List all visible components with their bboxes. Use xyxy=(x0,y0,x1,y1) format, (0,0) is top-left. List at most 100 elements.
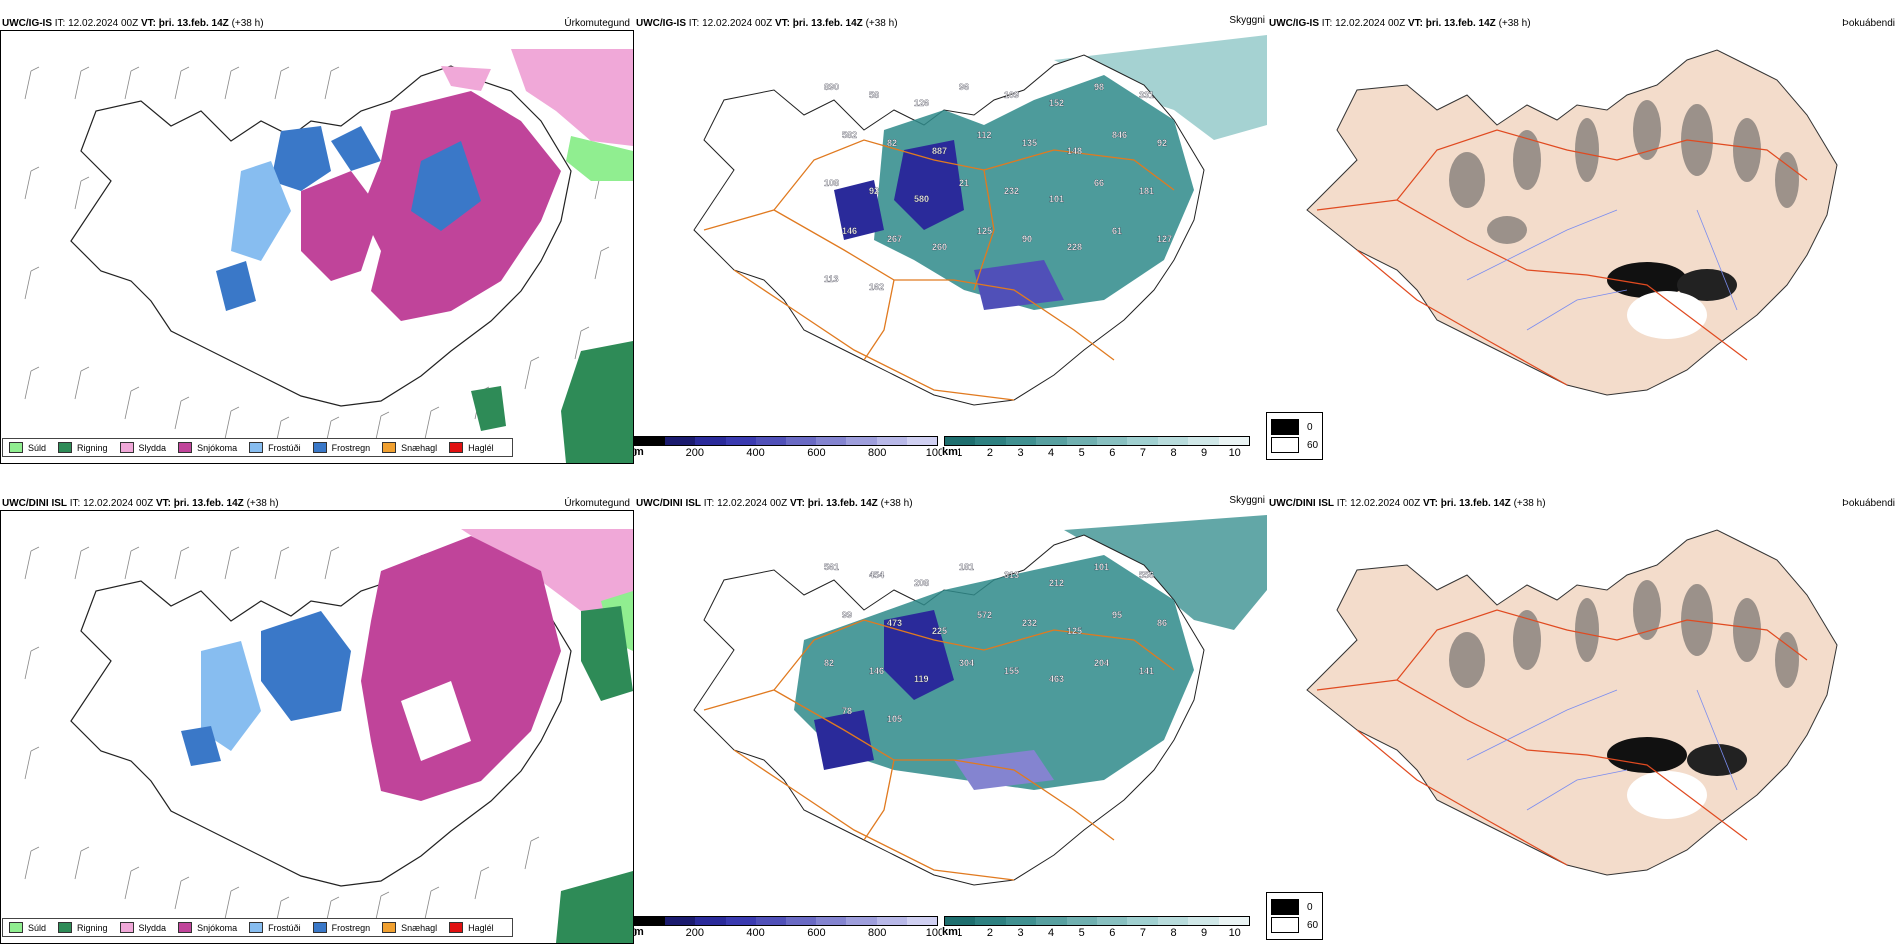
river-lines xyxy=(1466,689,1738,811)
colorbar-cell xyxy=(816,437,847,445)
colorbar-tick-label: 400 xyxy=(746,447,765,459)
colorbar-tick-label: 2 xyxy=(986,927,993,939)
visibility-area xyxy=(1064,515,1267,630)
panel-title: Þokuábendi xyxy=(1842,18,1895,29)
legend-item: Súld xyxy=(9,922,46,933)
ceiling-value-label: 572 xyxy=(977,610,992,620)
precip-map xyxy=(0,510,634,944)
colorbar-tick-label: 200 xyxy=(685,447,704,459)
colorbar-cell xyxy=(975,917,1006,925)
fog-panel-bottom: UWC/DINI ISL IT: 12.02.2024 00Z VT: þri.… xyxy=(1267,494,1900,944)
panel-title: Úrkomutegund xyxy=(564,18,630,29)
colorbar-cell xyxy=(1218,437,1250,445)
fog-shading xyxy=(1449,100,1799,244)
ceiling-value-label: 454 xyxy=(869,570,884,580)
colorbar-cells xyxy=(944,916,1250,926)
ceiling-value-label: 887 xyxy=(932,146,947,156)
visibility-colorbar: 1 2 3 4 5 6 7 8 9 10 xyxy=(944,916,1250,940)
colorbar-ticks: 02004006008001000 xyxy=(634,446,950,460)
ceiling-colorbar: 02004006008001000 xyxy=(634,916,950,940)
panel-header: UWC/IG-IS IT: 12.02.2024 00Z VT: þri. 13… xyxy=(1269,18,1531,29)
ceiling-value-label: 98 xyxy=(1094,82,1104,92)
colorbar-tick-label: 9 xyxy=(1201,927,1208,939)
colorbar-ticks: 02004006008001000 xyxy=(634,926,950,940)
colorbar-tick-label: 6 xyxy=(1109,447,1116,459)
rain-area xyxy=(561,341,633,463)
ceiling-value-label: 260 xyxy=(932,242,947,252)
ceiling-value-label: 112 xyxy=(977,130,992,140)
legend-item: Rigning xyxy=(58,442,108,453)
colorbar-cell xyxy=(665,917,696,925)
ceiling-value-label: 101 xyxy=(1094,562,1109,572)
ceiling-value-label: 155 xyxy=(1004,666,1019,676)
ceiling-value-label: 228 xyxy=(1067,242,1082,252)
panel-title: Skyggni xyxy=(1229,15,1265,26)
colorbar-cell xyxy=(1097,917,1128,925)
sleet-area xyxy=(461,529,633,621)
ceiling-value-label: 119 xyxy=(914,674,929,684)
colorbar-cell xyxy=(755,437,787,445)
ceiling-value-label: 82 xyxy=(887,138,897,148)
ceiling-value-label: 846 xyxy=(1112,130,1127,140)
colorbar-cell xyxy=(1097,437,1128,445)
colorbar-tick-label: 6 xyxy=(1109,927,1116,939)
ceiling-value-label: 96 xyxy=(959,82,969,92)
ceiling-value-labels: 890 58 126 96 109 152 98 331 582 82 887 112 135 148 84… xyxy=(824,82,1172,292)
ceiling-value-label: 126 xyxy=(914,98,929,108)
fog-map xyxy=(1267,30,1900,450)
legend-swatch xyxy=(382,442,397,453)
legend-item: Frostúði xyxy=(249,442,301,453)
ceiling-value-label: 331 xyxy=(1139,90,1154,100)
colorbar-cell xyxy=(876,437,907,445)
colorbar-cell xyxy=(1127,437,1158,445)
colorbar-cell xyxy=(1188,437,1219,445)
legend-item: Snjókoma xyxy=(178,442,237,453)
legend-item: Snæhagl xyxy=(382,442,437,453)
colorbar-tick-label: 400 xyxy=(746,927,765,939)
road-lines xyxy=(1316,129,1808,386)
ceiling-value-label: 232 xyxy=(1022,618,1037,628)
ceiling-value-label: 561 xyxy=(824,562,839,572)
colorbar-cell xyxy=(906,437,938,445)
colorbar-cell xyxy=(695,437,726,445)
colorbar-tick-label: 9 xyxy=(1201,447,1208,459)
colorbar-cell xyxy=(846,437,877,445)
ceiling-value-label: 127 xyxy=(1157,234,1172,244)
colorbar-cell xyxy=(725,437,756,445)
legend-item: Súld xyxy=(9,442,46,453)
legend-swatch xyxy=(249,922,264,933)
fog-shading xyxy=(1449,580,1799,688)
colorbar-tick-label: 600 xyxy=(807,927,826,939)
panel-title: Þokuábendi xyxy=(1842,498,1895,509)
ceiling-value-label: 109 xyxy=(1004,90,1019,100)
panel-header: UWC/IG-IS IT: 12.02.2024 00Z VT: þri. 13… xyxy=(636,18,898,29)
ceiling-value-label: 101 xyxy=(1049,194,1064,204)
colorbar-tick-label: 800 xyxy=(868,927,887,939)
ceiling-value-label: 152 xyxy=(1049,98,1064,108)
legend-swatch xyxy=(178,442,193,453)
legend-swatch xyxy=(1271,419,1299,435)
visibility-unit: km xyxy=(942,446,958,458)
legend-swatch xyxy=(449,922,464,933)
legend-swatch xyxy=(449,442,464,453)
fog-map xyxy=(1267,510,1900,930)
iceland-outline xyxy=(1306,529,1838,876)
colorbar-cell xyxy=(906,917,938,925)
colorbar-ticks: 1 2 3 4 5 6 7 8 9 10 xyxy=(944,446,1250,460)
ceiling-value-label: 66 xyxy=(1094,178,1104,188)
legend-swatch xyxy=(1271,899,1299,915)
colorbar-tick-label: 1 xyxy=(956,927,963,939)
colorbar-cell xyxy=(1218,917,1250,925)
colorbar-cell xyxy=(816,917,847,925)
ceiling-value-label: 141 xyxy=(1139,666,1154,676)
colorbar-tick-label: 800 xyxy=(868,447,887,459)
river-lines xyxy=(1466,209,1738,331)
legend-swatch xyxy=(1271,917,1299,933)
road-lines xyxy=(1316,609,1808,866)
legend-swatch xyxy=(58,442,73,453)
colorbar-cell xyxy=(945,437,976,445)
ceiling-value-label: 225 xyxy=(932,626,947,636)
legend-item: Snjókoma xyxy=(178,922,237,933)
colorbar-tick-label: 200 xyxy=(685,927,704,939)
legend-item: Slydda xyxy=(119,922,166,933)
